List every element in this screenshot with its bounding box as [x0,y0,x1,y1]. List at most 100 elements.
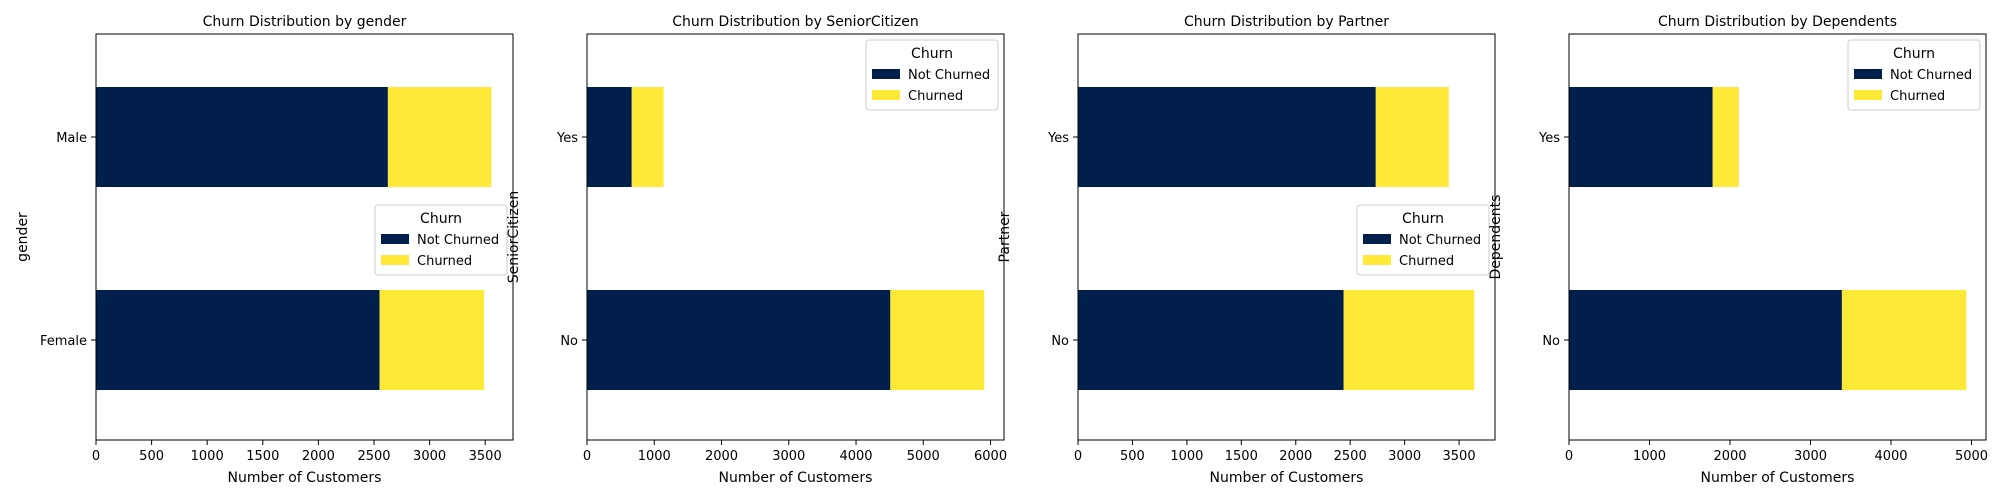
legend-title: Churn [911,46,953,62]
x-tick-label: 0 [1074,449,1082,464]
axes-frame [95,33,514,441]
legend-entry: Churned [1399,254,1454,269]
legend-swatch [381,234,409,244]
legend: Churn Not Churned Churned [865,39,999,111]
x-tick-label: 5000 [907,449,940,464]
y-tick-label: Yes [556,131,578,146]
y-tick-label: No [560,334,578,349]
y-axis-label: Dependents [1488,195,1504,280]
chart-panels: Churn Distribution by gender 0 500 1000 1500… [15,14,1988,486]
x-tick-label: 0 [1565,449,1573,464]
legend-swatch [872,90,900,100]
x-tick-label: 2000 [1713,449,1746,464]
bar-yes-not-churned [1569,87,1713,187]
bar-male-churned [387,87,492,187]
axes-frame [1568,33,1987,441]
chart-title: Churn Distribution by Dependents [1658,14,1897,30]
x-axis-label: Number of Customers [1210,470,1364,486]
y-axis-ticks: Female Male [40,131,96,349]
y-axis-ticks: No Yes [1047,131,1078,349]
x-tick-label: 3000 [413,449,446,464]
x-tick-label: 3000 [772,449,805,464]
y-axis-label: SeniorCitizen [506,191,522,283]
y-axis-label: gender [15,212,31,262]
x-tick-label: 3500 [469,449,502,464]
x-tick-label: 1000 [191,449,224,464]
bar-yes-churned [1375,87,1449,187]
bars [1569,87,1967,390]
y-axis-ticks: No Yes [556,131,587,349]
x-tick-label: 1500 [246,449,279,464]
chart-title: Churn Distribution by Partner [1184,14,1389,30]
x-tick-label: 1000 [1633,449,1666,464]
legend-swatch [1363,255,1391,265]
bar-male-not-churned [96,87,388,187]
x-tick-label: 2000 [1279,449,1312,464]
legend-entry: Churned [1890,89,1945,104]
legend-entry: Not Churned [908,68,990,83]
x-tick-label: 3500 [1443,449,1476,464]
chart-panel-3: Churn Distribution by Dependents 0 1000 200… [1488,14,1988,486]
x-tick-label: 6000 [974,449,1007,464]
y-tick-label: Male [56,131,87,146]
y-axis-label: Partner [997,211,1013,262]
legend-title: Churn [1893,46,1935,62]
x-tick-label: 2000 [302,449,335,464]
x-axis-ticks: 0 1000 2000 3000 4000 5000 [1565,440,1988,464]
x-axis-ticks: 0 500 1000 1500 2000 2500 3000 3500 [1074,440,1476,464]
legend-entry: Not Churned [417,233,499,248]
legend-swatch [381,255,409,265]
x-tick-label: 500 [139,449,164,464]
y-tick-label: No [1051,334,1069,349]
bar-no-churned [1343,290,1475,390]
x-axis-label: Number of Customers [1701,470,1855,486]
x-tick-label: 2000 [705,449,738,464]
bars [96,87,492,390]
x-axis-label: Number of Customers [228,470,382,486]
bar-yes-not-churned [587,87,632,187]
legend-swatch [1854,69,1882,79]
y-tick-label: Yes [1047,131,1069,146]
x-axis-ticks: 0 500 1000 1500 2000 2500 3000 3500 [92,440,502,464]
x-axis-ticks: 0 1000 2000 3000 4000 5000 6000 [583,440,1007,464]
x-tick-label: 1000 [1170,449,1203,464]
chart-title: Churn Distribution by gender [203,14,407,30]
bar-female-not-churned [96,290,380,390]
x-tick-label: 1500 [1225,449,1258,464]
x-tick-label: 4000 [1874,449,1907,464]
legend-title: Churn [1402,211,1444,227]
x-tick-label: 3000 [1794,449,1827,464]
legend: Churn Not Churned Churned [374,204,508,276]
bar-no-not-churned [587,290,891,390]
bar-no-churned [890,290,985,390]
bars [587,87,985,390]
legend-entry: Churned [417,254,472,269]
y-axis-ticks: No Yes [1538,131,1569,349]
y-tick-label: Yes [1538,131,1560,146]
bar-no-not-churned [1078,290,1344,390]
legend-swatch [1363,234,1391,244]
x-tick-label: 0 [583,449,591,464]
x-tick-label: 2500 [357,449,390,464]
legend: Churn Not Churned Churned [1356,204,1490,276]
legend-entry: Not Churned [1399,233,1481,248]
chart-panel-0: Churn Distribution by gender 0 500 1000 1500… [15,14,514,486]
bar-female-churned [379,290,485,390]
x-tick-label: 1000 [638,449,671,464]
legend-entry: Churned [908,89,963,104]
x-tick-label: 4000 [839,449,872,464]
x-tick-label: 0 [92,449,100,464]
bar-yes-not-churned [1078,87,1376,187]
chart-panel-2: Churn Distribution by Partner 0 500 1000 150… [997,14,1496,486]
chart-panel-1: Churn Distribution by SeniorCitizen 0 1000… [506,14,1007,486]
y-tick-label: Female [40,334,87,349]
y-tick-label: No [1542,334,1560,349]
x-tick-label: 3000 [1388,449,1421,464]
axes-frame [1077,33,1496,441]
legend-swatch [872,69,900,79]
bar-yes-churned [1712,87,1739,187]
legend-swatch [1854,90,1882,100]
x-tick-label: 5000 [1955,449,1988,464]
